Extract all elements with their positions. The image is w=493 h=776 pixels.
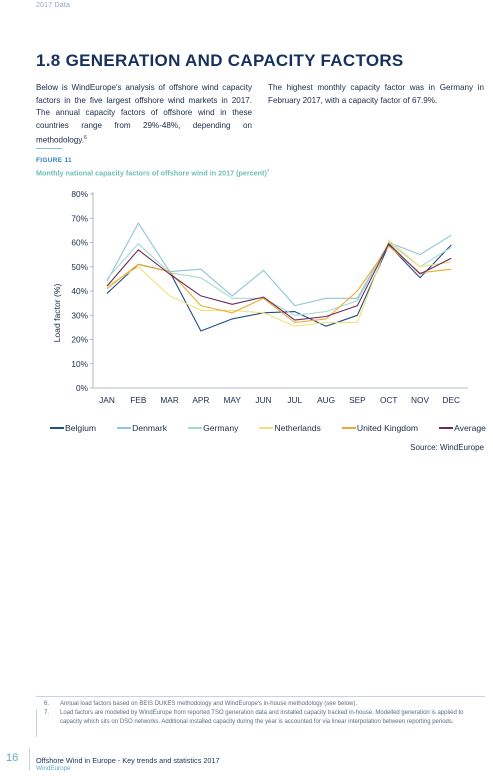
legend-item-average: Average bbox=[439, 423, 486, 433]
x-tick-label: DEC bbox=[443, 395, 461, 405]
legend-swatch bbox=[50, 427, 64, 429]
series-line-germany bbox=[106, 241, 452, 316]
x-tick-label: MAR bbox=[160, 395, 178, 405]
footnote-number: 7. bbox=[44, 710, 50, 717]
footnote-side-rule bbox=[36, 709, 37, 737]
legend-item-belgium: Belgium bbox=[50, 423, 96, 433]
section-title-text: GENERATION AND CAPACITY FACTORS bbox=[65, 51, 404, 70]
figure-caption-text: Monthly national capacity factors of off… bbox=[36, 168, 267, 178]
legend-label: Denmark bbox=[132, 423, 167, 433]
document-title: Offshore Wind in Europe - Key trends and… bbox=[36, 756, 220, 765]
footnote-ref-7[interactable]: 7 bbox=[266, 168, 270, 173]
legend-item-germany: Germany bbox=[188, 423, 238, 433]
x-tick-label: AUG bbox=[317, 395, 335, 405]
legend-swatch bbox=[259, 427, 274, 429]
page-number: 16 bbox=[6, 752, 19, 764]
legend-item-denmark: Denmark bbox=[117, 423, 167, 433]
y-tick-label: 40% bbox=[71, 286, 88, 296]
legend-label: Belgium bbox=[65, 423, 97, 433]
x-tick-label: NOV bbox=[411, 395, 429, 405]
legend-item-united-kingdom: United Kingdom bbox=[341, 423, 419, 433]
y-tick-label: 50% bbox=[71, 262, 88, 272]
footnote-item: 7. Load factors are modelled by WindEurop… bbox=[44, 709, 484, 726]
footnote-item: 6. Annual load factors based on BEIS DUKE… bbox=[44, 700, 484, 708]
y-tick-label: 70% bbox=[71, 213, 88, 223]
section-title: 1.8 GENERATION AND CAPACITY FACTORS bbox=[36, 51, 404, 71]
intro-right-paragraph: The highest monthly capacity factor was … bbox=[268, 83, 484, 105]
footnote-ref-6[interactable]: 6 bbox=[84, 135, 87, 142]
footnote-number: 6. bbox=[44, 701, 50, 707]
series-line-average bbox=[106, 243, 452, 321]
x-tick-label: APR bbox=[192, 395, 209, 405]
chart-legend: Belgium Denmark Germany Netherlands United K… bbox=[50, 423, 486, 433]
y-tick-label: 60% bbox=[71, 238, 88, 248]
legend-label: United Kingdom bbox=[356, 423, 419, 433]
legend-swatch bbox=[117, 427, 132, 429]
footer-divider bbox=[29, 748, 30, 770]
running-head: 2017 Data bbox=[36, 2, 71, 9]
x-tick-label: FEB bbox=[130, 395, 147, 405]
document-org: WindEurope bbox=[36, 765, 71, 772]
y-tick-label: 30% bbox=[71, 310, 88, 320]
series-line-netherlands bbox=[106, 239, 452, 327]
y-tick-label: 20% bbox=[71, 335, 88, 345]
figure-caption: Monthly national capacity factors of off… bbox=[36, 168, 269, 177]
x-tick-label: JUN bbox=[255, 395, 271, 405]
legend-item-netherlands: Netherlands bbox=[259, 423, 321, 433]
figure-source: Source: WindEurope bbox=[410, 443, 484, 452]
footnote-text: Annual load factors based on BEIS DUKES … bbox=[60, 701, 357, 707]
figure-label: FIGURE 11 bbox=[36, 157, 72, 164]
capacity-factor-line-chart: 0% 10% 20% 30% 40% 50% 60% 70% 80% JAN FEB MAR APR MA… bbox=[52, 189, 468, 405]
series-line-denmark bbox=[106, 222, 452, 307]
y-tick-label: 0% bbox=[76, 383, 89, 393]
series-line-united-kingdom bbox=[106, 245, 452, 324]
legend-swatch bbox=[188, 427, 203, 429]
x-tick-label: OCT bbox=[380, 395, 398, 405]
figure-rule bbox=[36, 148, 62, 149]
x-tick-label: SEP bbox=[349, 395, 366, 405]
footnote-rule bbox=[36, 696, 485, 697]
section-number: 1.8 bbox=[36, 51, 61, 70]
y-tick-label: 80% bbox=[71, 189, 88, 199]
legend-label: Netherlands bbox=[274, 423, 321, 433]
footnote-text: Load factors are modelled by WindEurope … bbox=[60, 710, 464, 725]
x-tick-label: MAY bbox=[224, 395, 242, 405]
x-tick-label: JUL bbox=[287, 395, 302, 405]
legend-label: Average bbox=[454, 423, 486, 433]
legend-swatch bbox=[439, 427, 454, 429]
footnotes: 6. Annual load factors based on BEIS DUKE… bbox=[44, 700, 484, 727]
intro-left-paragraph: Below is WindEurope's analysis of offsho… bbox=[36, 82, 252, 148]
y-tick-label: 10% bbox=[71, 359, 88, 369]
y-axis-title: Load factor (%) bbox=[52, 283, 62, 342]
x-tick-label: JAN bbox=[99, 395, 115, 405]
legend-label: Germany bbox=[203, 423, 239, 433]
legend-swatch bbox=[341, 427, 356, 429]
intro-left-text: Below is WindEurope's analysis of offsho… bbox=[36, 83, 252, 146]
